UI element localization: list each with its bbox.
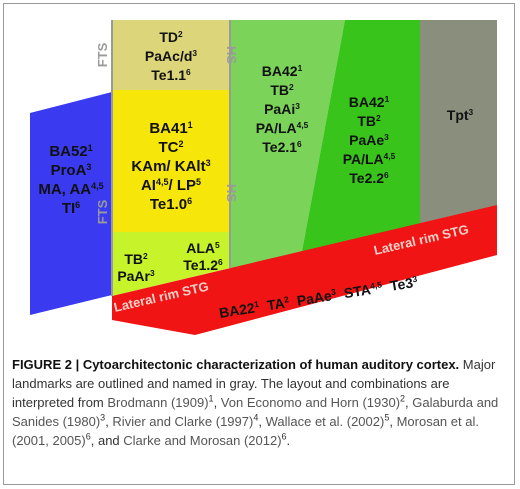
region-blue-labels: BA521 ProA3 MA, AA4,5 TI6 [38, 143, 103, 217]
region-blue [30, 92, 112, 315]
figure-label: FIGURE 2 | Cytoarchitectonic characteriz… [12, 357, 460, 372]
region-label-line: PaAe3 [349, 132, 389, 148]
region-green-dark-labels: BA421 TB2 PaAe3 PA/LA4,5 Te2.26 [343, 94, 396, 186]
region-label-line: TB2 [357, 113, 381, 129]
reference-number: 4 [253, 412, 259, 423]
auditory-cortex-diagram: FTS FTS HS HS Lateral rim STG Lateral ri… [30, 20, 497, 335]
region-khaki-labels: TD2 PaAc/d3 Te1.16 [145, 29, 197, 83]
region-label-line: PaAr3 [117, 268, 155, 284]
hs-label-top: HS [224, 46, 239, 64]
fts-label-top: FTS [95, 42, 110, 67]
region-label-line: BA421 [262, 63, 303, 79]
region-green-light-labels: BA421 TB2 PaAi3 PA/LA4,5 Te2.16 [256, 63, 309, 155]
region-red [112, 205, 497, 335]
caption-reference[interactable]: Von Economo and Horn (1930) [220, 395, 401, 410]
region-label-line: TC2 [158, 139, 183, 156]
caption-reference[interactable]: Rivier and Clarke (1997) [112, 414, 254, 429]
region-red-labels: BA221 TA2 PaAe3 STA4,5 Te33 [218, 274, 419, 321]
figure-caption: FIGURE 2 | Cytoarchitectonic characteriz… [12, 355, 508, 450]
reference-separator: , [405, 395, 413, 410]
caption-reference[interactable]: Wallace et al. (2002) [265, 414, 385, 429]
reference-number: 1 [208, 393, 214, 404]
region-gray-labels: Tpt3 [447, 107, 474, 123]
region-green-dark [300, 20, 420, 262]
region-label-line: TB2 [124, 251, 148, 267]
region-yellow [112, 90, 230, 232]
region-label-line: Te1.26 [183, 257, 223, 273]
region-label-line: Te1.16 [151, 67, 191, 83]
region-label-line: PA/LA4,5 [256, 120, 309, 136]
region-label-line: Te1.06 [150, 196, 192, 213]
region-lime [112, 232, 230, 296]
region-label-line: ProA3 [51, 162, 92, 179]
region-label-line: PA/LA4,5 [343, 151, 396, 167]
caption-references: Brodmann (1909)1, Von Economo and Horn (… [12, 393, 499, 448]
caption-intro: Major landmarks are outlined and named i… [12, 357, 496, 410]
reference-separator: , and [90, 433, 124, 448]
reference-number: 6 [281, 431, 287, 442]
region-khaki [112, 20, 230, 90]
region-label-line: Te2.26 [349, 170, 389, 186]
caption-reference[interactable]: Galaburda and Sanides (1980) [12, 395, 499, 429]
reference-separator: , [389, 414, 397, 429]
region-gray [420, 20, 497, 225]
region-label-line: TI6 [62, 200, 80, 217]
region-label-line: TB2 [270, 82, 294, 98]
reference-separator: , [258, 414, 266, 429]
region-label-line: TD2 [159, 29, 183, 45]
reference-number: 5 [384, 412, 390, 423]
region-red-label-line: BA221 TA2 PaAe3 STA4,5 Te33 [218, 274, 419, 321]
reference-number: 6 [85, 431, 91, 442]
reference-number: 2 [400, 393, 406, 404]
caption-reference[interactable]: Brodmann (1909) [107, 395, 209, 410]
region-green-light [230, 20, 345, 268]
region-label-line: BA411 [149, 120, 192, 137]
region-label-line: MA, AA4,5 [38, 181, 103, 198]
region-label-line: Te2.16 [262, 139, 302, 155]
region-label-line: Tpt3 [447, 107, 474, 123]
region-label-line: BA421 [349, 94, 390, 110]
hs-label-mid: HS [224, 184, 239, 202]
region-label-line: PaAc/d3 [145, 48, 197, 64]
region-label-line: AI4,5/ LP5 [141, 177, 201, 194]
reference-number: 3 [100, 412, 106, 423]
region-label-line: ALA5 [186, 240, 220, 256]
region-label-line: BA521 [49, 143, 92, 160]
region-label-line: PaAi3 [264, 101, 300, 117]
reference-separator: , [213, 395, 221, 410]
region-label-line: KAm/ KAlt3 [131, 158, 210, 175]
caption-reference[interactable]: Morosan et al. (2001, 2005) [12, 414, 479, 448]
region-yellow-labels: BA411 TC2 KAm/ KAlt3 AI4,5/ LP5 Te1.06 [131, 120, 210, 213]
reference-separator: . [286, 433, 291, 448]
fts-label-mid: FTS [95, 199, 110, 224]
reference-separator: , [105, 414, 113, 429]
caption-reference[interactable]: Clarke and Morosan (2012) [123, 433, 282, 448]
